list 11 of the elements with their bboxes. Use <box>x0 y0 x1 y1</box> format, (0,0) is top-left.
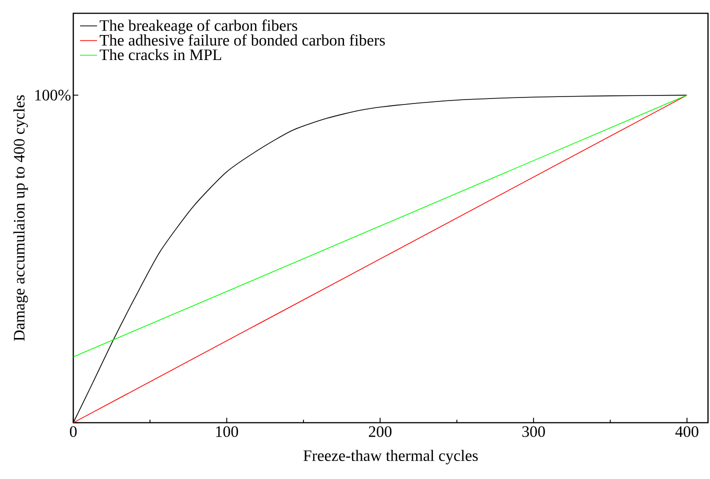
y-axis-title: Damage accumulaion up to 400 cycles <box>13 95 28 341</box>
x-tick-label: 0 <box>70 426 77 437</box>
x-tick-label: 300 <box>522 426 545 437</box>
text: 100% <box>35 90 71 101</box>
x-tick-label: 100 <box>216 426 238 437</box>
legend-label: The cracks in MPL <box>100 48 222 60</box>
x-tick-label: 400 <box>675 426 698 437</box>
x-tick-label: 200 <box>368 426 392 437</box>
legend-label: The adhesive failure of bonded carbon fibers <box>100 34 385 46</box>
legend-label: The breakeage of carbon fibers <box>100 20 298 34</box>
x-axis-title: Freeze-thaw thermal cycles <box>303 450 478 464</box>
